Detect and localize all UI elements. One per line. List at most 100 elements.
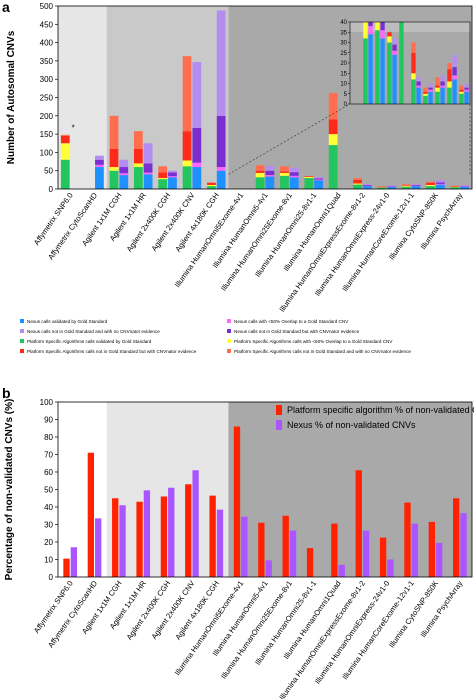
inset-ytick-label: 15: [340, 71, 347, 77]
panel-a-bar-segment: [280, 175, 289, 189]
panel-b-bar: [289, 530, 297, 577]
panel-a-bar-segment: [304, 178, 314, 189]
panel-a-legend-swatch: [227, 349, 231, 353]
inset-background: [350, 22, 470, 104]
panel-b-bar: [387, 559, 394, 577]
panel-a-bar-segment: [207, 184, 216, 187]
panel-a-bar-segment: [109, 115, 119, 149]
panel-a-bar-segment: [401, 184, 411, 186]
panel-a-legend-swatch: [227, 329, 231, 333]
panel-b-bar: [143, 490, 151, 577]
inset-bar-segment: [440, 81, 445, 86]
panel-a-legend-swatch: [227, 339, 231, 343]
panel-a-bar-segment: [411, 183, 421, 185]
panel-b-ytick-label: 80: [44, 433, 53, 442]
panel-a-bar-segment: [265, 176, 275, 189]
panel-a-bar-segment: [289, 177, 299, 189]
panel-b-category-label: Agilent 2x400K CNV: [149, 578, 197, 641]
panel-a-bar-segment: [353, 178, 362, 180]
panel-a-bar-segment: [192, 162, 202, 168]
panel-a-legend-label: Nexus calls not in Gold Standard but wit…: [234, 329, 360, 334]
panel-a-bar-segment: [109, 170, 119, 189]
inset-bar-segment: [416, 87, 421, 104]
panel-a-bar-segment: [255, 172, 265, 178]
panel-b-bar: [87, 452, 95, 577]
panel-a-legend: Nexus calls validated by Gold Standard Ne…: [20, 319, 411, 354]
panel-b-y-axis-title: Percentage of non-validated CNVs (%): [4, 399, 15, 581]
panel-a-bar-segment: [328, 145, 338, 189]
inset-bar-segment: [411, 73, 416, 80]
inset-bar-segment: [392, 38, 397, 45]
inset-bar-segment: [387, 42, 392, 104]
panel-a-bar-segment: [411, 186, 421, 189]
panel-a-bar-segment: [95, 167, 104, 189]
panel-a-legend-label: Platform Specific Algorithms calls not i…: [234, 349, 411, 354]
inset-bar-segment: [428, 89, 433, 92]
panel-a-bar-segment: [95, 155, 104, 160]
inset-bar-segment: [392, 54, 397, 104]
panel-b-legend-swatch: [276, 405, 282, 415]
panel-a-ytick-label: 450: [40, 20, 54, 29]
panel-a-bar-segment: [435, 180, 445, 183]
panel-b-bar: [63, 558, 70, 577]
panel-a-category-label: Agilent 2x400K CNV: [149, 190, 197, 253]
panel-a-bar-segment: [289, 172, 299, 176]
panel-a-bar-segment: [353, 179, 362, 184]
panel-b-bar: [233, 426, 241, 577]
panel-b-ytick-label: 100: [40, 398, 54, 407]
panel-b-bar: [282, 515, 289, 577]
panel-a-bar-segment: [387, 185, 397, 187]
panel-b-bar: [379, 537, 387, 577]
inset-bar-segment: [380, 30, 385, 39]
panel-b-category-label: Agilent 2x400K CGH: [125, 579, 173, 642]
panel-b-ytick-label: 50: [44, 486, 53, 495]
panel-a-label: a: [2, 0, 10, 15]
inset-bar-segment: [411, 52, 416, 74]
panel-a-ytick-label: 200: [40, 112, 54, 121]
panel-a-bar-segment: [158, 166, 168, 173]
panel-a-ytick-label: 150: [40, 130, 54, 139]
panel-a-bar-segment: [109, 148, 119, 168]
panel-a-bar-segment: [95, 159, 104, 165]
inset-bar-segment: [440, 85, 445, 88]
panel-a-ytick-label: 50: [44, 167, 53, 176]
panel-a-bar-segment: [109, 167, 119, 171]
panel-a-bar-segment: [192, 167, 202, 189]
inset-bar-segment: [411, 79, 416, 104]
panel-a-bar-segment: [328, 134, 338, 146]
panel-a-y-axis-title: Number of Autosomal CNVs: [6, 30, 17, 164]
inset-connector-left: [228, 103, 351, 175]
inset-bar-segment: [368, 22, 373, 27]
panel-a-bar-segment: [304, 176, 314, 179]
panel-b-bar: [209, 495, 216, 577]
panel-a-legend-swatch: [20, 349, 24, 353]
panel-a-legend-swatch: [227, 319, 231, 323]
panel-a-bar-segment: [60, 134, 70, 136]
panel-b-ytick-label: 30: [44, 521, 53, 530]
panel-a-legend-swatch: [20, 329, 24, 333]
panel-b-bar: [168, 487, 175, 577]
panel-a-bar-segment: [168, 177, 177, 189]
panel-a-legend-swatch: [20, 339, 24, 343]
panel-a-legend-label: Platform Specific Algorithms calls not i…: [27, 349, 197, 354]
inset-bar-segment: [435, 91, 440, 104]
panel-a-bar-segment: [362, 184, 372, 186]
panel-a-bar-segment: [133, 163, 143, 168]
inset-bar-segment: [416, 81, 421, 86]
inset-bar-segment: [435, 87, 440, 92]
inset-bar-segment: [416, 85, 421, 88]
inset-bar-segment: [423, 91, 428, 94]
panel-a-bar-segment: [119, 173, 129, 176]
panel-a-bar-segment: [280, 166, 289, 172]
panel-a-bar-segment: [411, 184, 421, 186]
panel-a-bar-segment: [60, 143, 70, 160]
panel-a-bar-segment: [255, 177, 265, 189]
panel-a-bar-segment: [265, 170, 275, 176]
inset-bar-segment: [428, 83, 433, 88]
inset-bar-segment: [387, 32, 392, 37]
inset-bar-segment: [464, 89, 469, 92]
panel-a-ytick-label: 350: [40, 57, 54, 66]
panel-b-bar: [185, 484, 192, 577]
inset-bar-segment: [459, 91, 464, 94]
